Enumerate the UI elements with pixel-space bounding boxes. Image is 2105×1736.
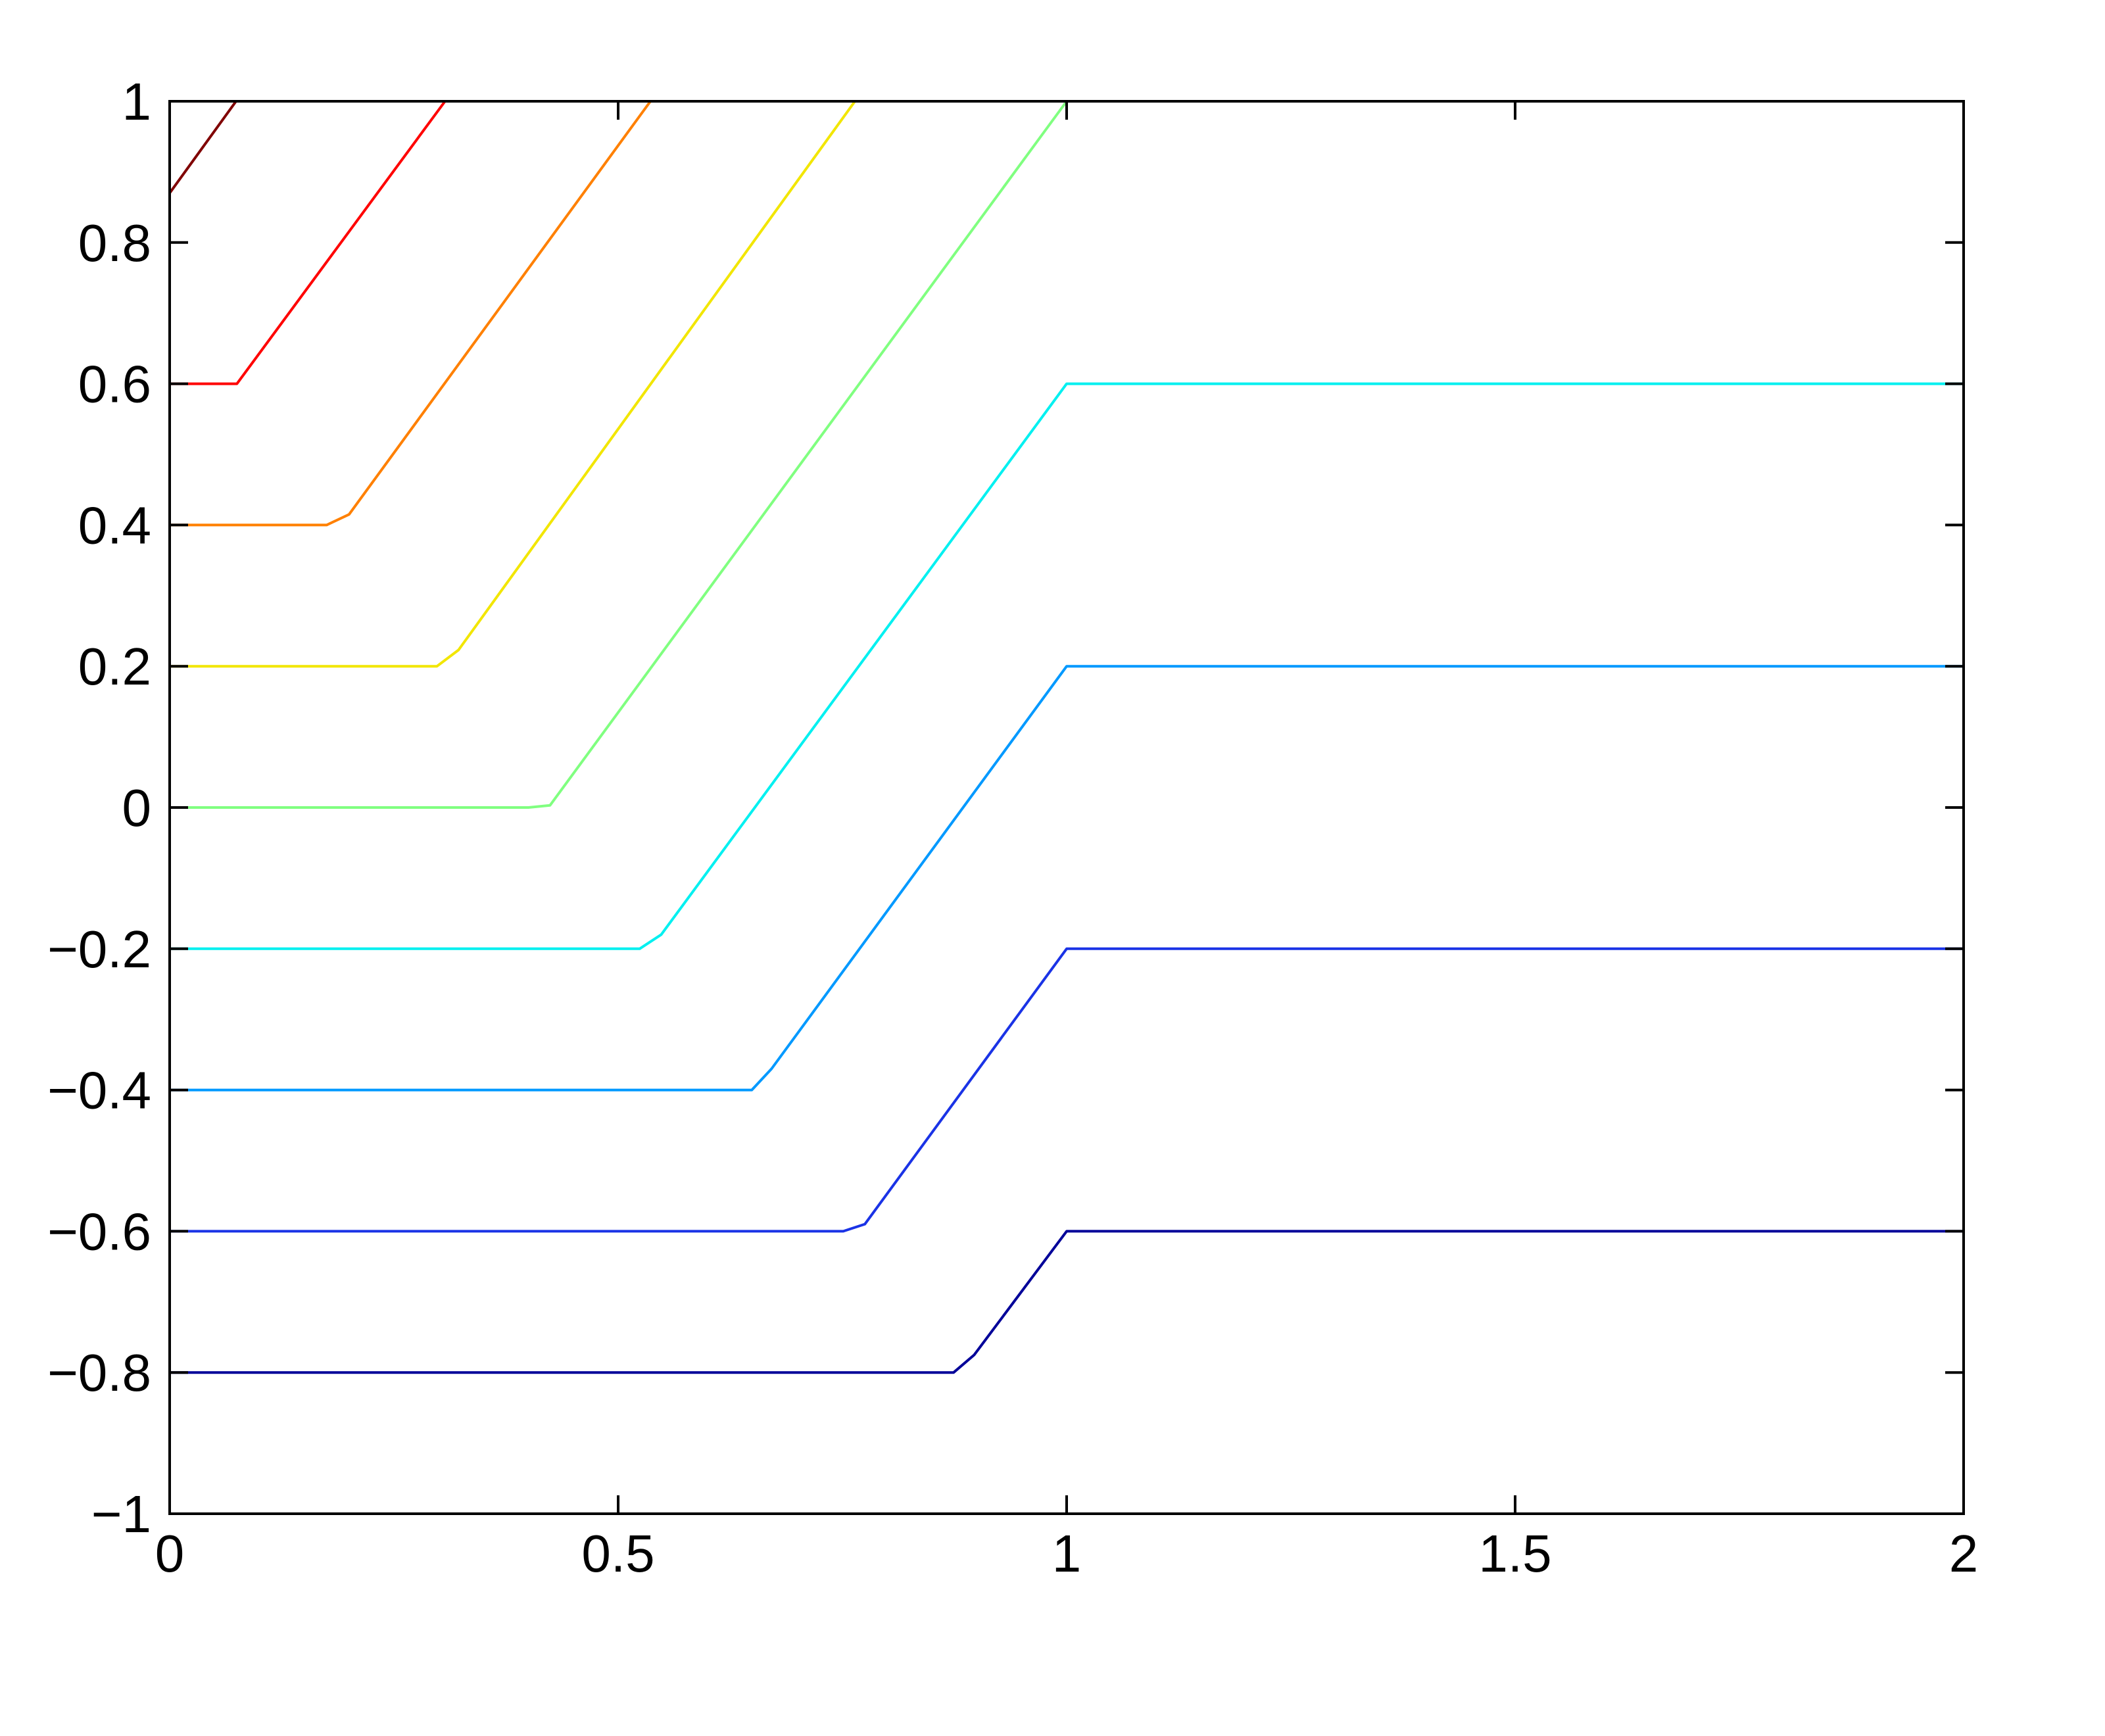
x-tick-label: 1 bbox=[1052, 1524, 1082, 1583]
y-tick-label: 0.2 bbox=[78, 637, 151, 696]
y-tick-label: 0.8 bbox=[78, 214, 151, 272]
y-tick-label: 0 bbox=[122, 779, 152, 837]
plot-lines bbox=[168, 100, 1964, 1374]
y-tick-label: −1 bbox=[91, 1485, 151, 1543]
contour-line bbox=[168, 100, 237, 194]
x-tick-label: 2 bbox=[1949, 1524, 1979, 1583]
y-tick-label: −0.6 bbox=[47, 1202, 151, 1261]
y-tick-label: −0.4 bbox=[47, 1061, 151, 1120]
contour-line bbox=[170, 382, 1964, 950]
contour-line bbox=[170, 665, 1964, 1092]
contour-line bbox=[170, 100, 652, 527]
y-tick-label: 1 bbox=[122, 72, 152, 131]
x-tick-label: 0.5 bbox=[581, 1524, 654, 1583]
contour-line bbox=[170, 100, 856, 668]
y-tick-label: 0.4 bbox=[78, 496, 151, 554]
y-tick-label: −0.2 bbox=[47, 920, 151, 978]
contour-line bbox=[170, 947, 1964, 1233]
contour-line bbox=[170, 1230, 1964, 1374]
y-tick-label: 0.6 bbox=[78, 355, 151, 414]
x-tick-label: 1.5 bbox=[1478, 1524, 1551, 1583]
contour-line bbox=[170, 100, 1068, 809]
y-tick-label: −0.8 bbox=[47, 1343, 151, 1402]
x-tick-label: 0 bbox=[155, 1524, 185, 1583]
contour-line bbox=[170, 100, 447, 385]
